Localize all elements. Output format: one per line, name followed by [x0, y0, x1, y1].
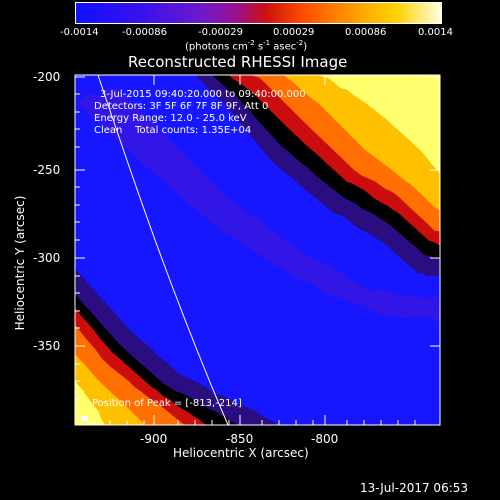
y-tick-label-3: -350 — [33, 339, 61, 353]
y-tick-label-1: -250 — [33, 163, 61, 177]
info-clean-counts: Clean Total counts: 1.35E+04 — [94, 125, 252, 136]
plot-title: Reconstructed RHESSI Image — [128, 53, 348, 71]
y-axis-label: Heliocentric Y (arcsec) — [13, 195, 27, 331]
x-axis-label: Heliocentric X (arcsec) — [173, 446, 309, 460]
peak-position-text: Position of Peak = [-813,-214] — [92, 398, 242, 409]
x-tick-label-1: -850 — [226, 432, 254, 446]
y-tick-label-0: -200 — [33, 70, 61, 84]
info-time-range: 3-Jul-2015 09:40:20.000 to 09:40:00.000 — [100, 89, 306, 100]
colorbar-tick-2: -0.00029 — [198, 27, 243, 38]
x-tick-label-2: -800 — [311, 432, 339, 446]
info-detectors: Detectors: 3F 5F 6F 7F 8F 9F, Att 0 — [94, 101, 269, 112]
colorbar-units: (photons cm-2 s-1 asec-2) — [185, 39, 308, 53]
colorbar-tick-4: 0.00086 — [345, 27, 387, 38]
info-energy-range: Energy Range: 12.0 - 25.0 keV — [94, 113, 247, 124]
plot-timestamp: 13-Jul-2017 06:53 — [360, 481, 469, 495]
colorbar-tick-5: 0.0014 — [418, 27, 453, 38]
y-tick-label-2: -300 — [33, 251, 61, 265]
colorbar — [75, 2, 442, 24]
colorbar-tick-0: -0.0014 — [60, 27, 99, 38]
colorbar-tick-3: 0.00029 — [273, 27, 315, 38]
colorbar-tick-1: -0.00086 — [122, 27, 167, 38]
x-tick-label-0: -900 — [140, 432, 168, 446]
